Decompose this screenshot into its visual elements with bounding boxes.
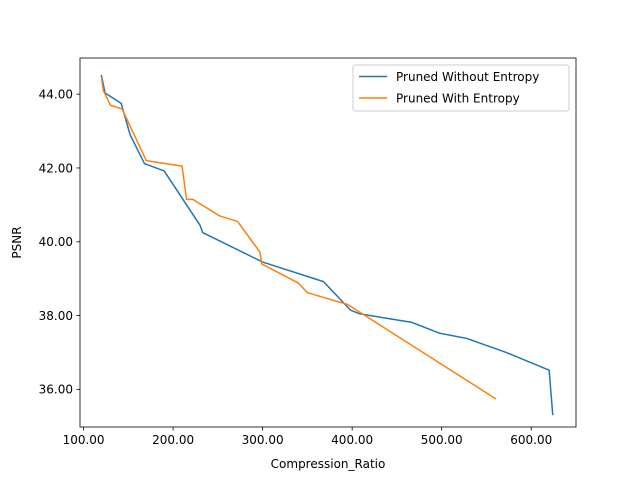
x-tick-label: 300.00 (242, 433, 284, 447)
x-axis-label: Compression_Ratio (271, 457, 386, 471)
series-line-1 (100, 74, 554, 416)
x-tick-label: 500.00 (421, 433, 463, 447)
series-layer (100, 74, 554, 416)
legend: Pruned Without Entropy Pruned With Entrop… (352, 64, 570, 112)
legend-box (352, 64, 570, 112)
y-tick-label: 44.00 (39, 87, 73, 101)
y-tick-label: 42.00 (39, 161, 73, 175)
legend-label-1: Pruned Without Entropy (396, 70, 539, 84)
legend-label-2: Pruned With Entropy (396, 91, 520, 105)
y-axis-label: PSNR (10, 226, 24, 258)
y-axis: 36.00 38.00 40.00 42.00 44.00 (39, 87, 80, 397)
x-tick-label: 200.00 (152, 433, 194, 447)
y-tick-label: 36.00 (39, 383, 73, 397)
y-tick-label: 38.00 (39, 309, 73, 323)
x-axis: 100.00 200.00 300.00 400.00 500.00 600.00 (63, 427, 552, 447)
plot-frame (79, 57, 577, 428)
x-tick-label: 400.00 (331, 433, 373, 447)
y-tick-label: 40.00 (39, 235, 73, 249)
series-line-2 (100, 76, 497, 400)
x-tick-label: 100.00 (63, 433, 105, 447)
x-tick-label: 600.00 (510, 433, 552, 447)
